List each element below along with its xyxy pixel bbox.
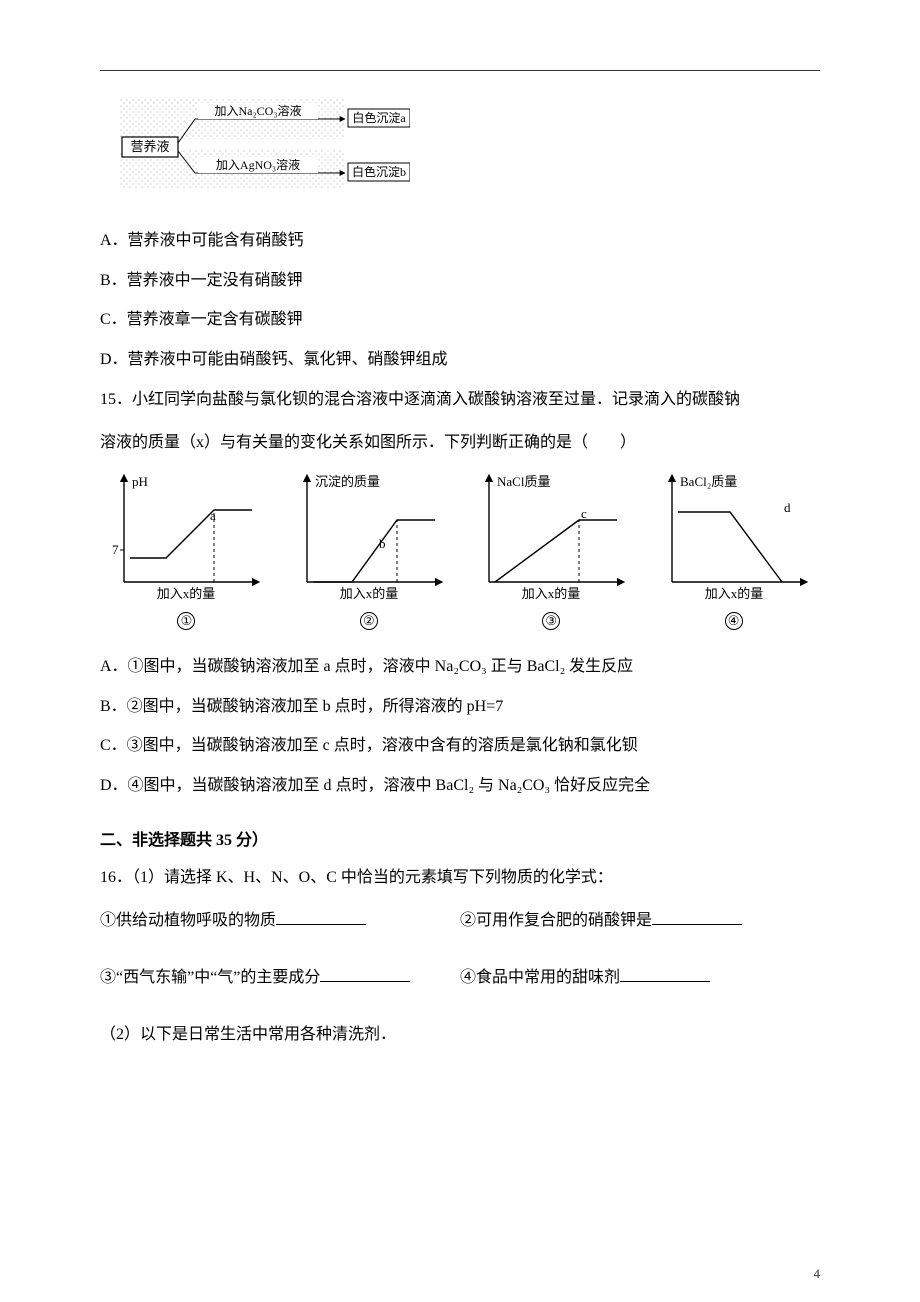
flow-top-result: 白色沉淀a (352, 110, 406, 125)
chart4-ylabel: BaCl₂质量 (680, 474, 737, 489)
chart4-num: ④ (725, 612, 743, 630)
q14-option-b: B．营养液中一定没有硝酸钾 (100, 268, 820, 294)
blank-3[interactable] (320, 966, 410, 982)
chart3-mark: c (581, 506, 587, 521)
page-number: 4 (814, 1266, 821, 1282)
q14-option-d: D．营养液中可能由硝酸钙、氯化钾、硝酸钾组成 (100, 347, 820, 373)
flow-left-label: 营养液 (130, 139, 169, 154)
q14-option-c: C．营养液章一定含有碳酸钾 (100, 307, 820, 333)
chart-4: BaCl₂质量 d 加入x的量 ④ (647, 472, 820, 630)
chart-2: 沉淀的质量 b 加入x的量 ② (282, 472, 455, 630)
q16-3-label: ③“西气东输”中“气”的主要成分 (100, 969, 320, 986)
blank-1[interactable] (276, 909, 366, 925)
chart2-mark: b (379, 536, 386, 551)
q16-intro: 16．（1）请选择 K、H、N、O、C 中恰当的元素填写下列物质的化学式： (100, 864, 820, 893)
q16-part2: （2）以下是日常生活中常用各种清洗剂． (100, 1021, 820, 1050)
q16-2-label: ②可用作复合肥的硝酸钾是 (460, 912, 652, 929)
chart2-xlabel: 加入x的量 (340, 586, 399, 601)
blank-2[interactable] (652, 909, 742, 925)
q15-option-a: A．①图中，当碳酸钠溶液加至 a 点时，溶液中 Na₂CO₃ 正与 BaCl₂ … (100, 654, 820, 680)
q15-option-c: C．③图中，当碳酸钠溶液加至 c 点时，溶液中含有的溶质是氯化钠和氯化钡 (100, 733, 820, 759)
chart-3: NaCl质量 c 加入x的量 ③ (465, 472, 638, 630)
chart1-num: ① (177, 612, 195, 630)
blank-4[interactable] (620, 966, 710, 982)
q15-stem-1: 15．小红同学向盐酸与氯化钡的混合溶液中逐滴滴入碳酸钠溶液至过量．记录滴入的碳酸… (100, 386, 820, 415)
chart1-mark: a (210, 508, 216, 523)
top-rule (100, 70, 820, 71)
chart3-num: ③ (542, 612, 560, 630)
flow-top-arrow-label: 加入Na₂CO₃溶液 (214, 103, 301, 118)
chart4-xlabel: 加入x的量 (704, 586, 763, 601)
q15-option-d: D．④图中，当碳酸钠溶液加至 d 点时，溶液中 BaCl₂ 与 Na₂CO₃ 恰… (100, 773, 820, 799)
flow-bottom-arrow-label: 加入AgNO₃溶液 (216, 157, 300, 172)
chart4-mark: d (784, 500, 791, 515)
flow-bottom-result: 白色沉淀b (352, 164, 406, 179)
flow-diagram: 营养液 加入Na₂CO₃溶液 白色沉淀a 加入AgNO₃溶液 白色沉淀b (120, 99, 410, 199)
chart1-xlabel: 加入x的量 (157, 586, 216, 601)
section2-title: 二、非选择题共 35 分） (100, 826, 820, 850)
chart1-ylabel: pH (132, 474, 148, 489)
q16-1-label: ①供给动植物呼吸的物质 (100, 912, 276, 929)
chart3-xlabel: 加入x的量 (522, 586, 581, 601)
chart-1: pH 7 a 加入x的量 ① (100, 472, 273, 630)
chart3-ylabel: NaCl质量 (497, 474, 550, 489)
charts-row: pH 7 a 加入x的量 ① 沉淀的质量 b 加入x的量 ② (100, 472, 820, 630)
chart1-ytick: 7 (112, 542, 119, 557)
chart2-num: ② (360, 612, 378, 630)
q16-4-label: ④食品中常用的甜味剂 (460, 969, 620, 986)
q15-option-b: B．②图中，当碳酸钠溶液加至 b 点时，所得溶液的 pH=7 (100, 694, 820, 720)
q16-row2: ③“西气东输”中“气”的主要成分 ④食品中常用的甜味剂 (100, 964, 820, 993)
q14-option-a: A．营养液中可能含有硝酸钙 (100, 228, 820, 254)
q15-stem-2: 溶液的质量（x）与有关量的变化关系如图所示．下列判断正确的是（ ） (100, 429, 820, 458)
q16-row1: ①供给动植物呼吸的物质 ②可用作复合肥的硝酸钾是 (100, 907, 820, 936)
chart2-ylabel: 沉淀的质量 (315, 474, 380, 489)
